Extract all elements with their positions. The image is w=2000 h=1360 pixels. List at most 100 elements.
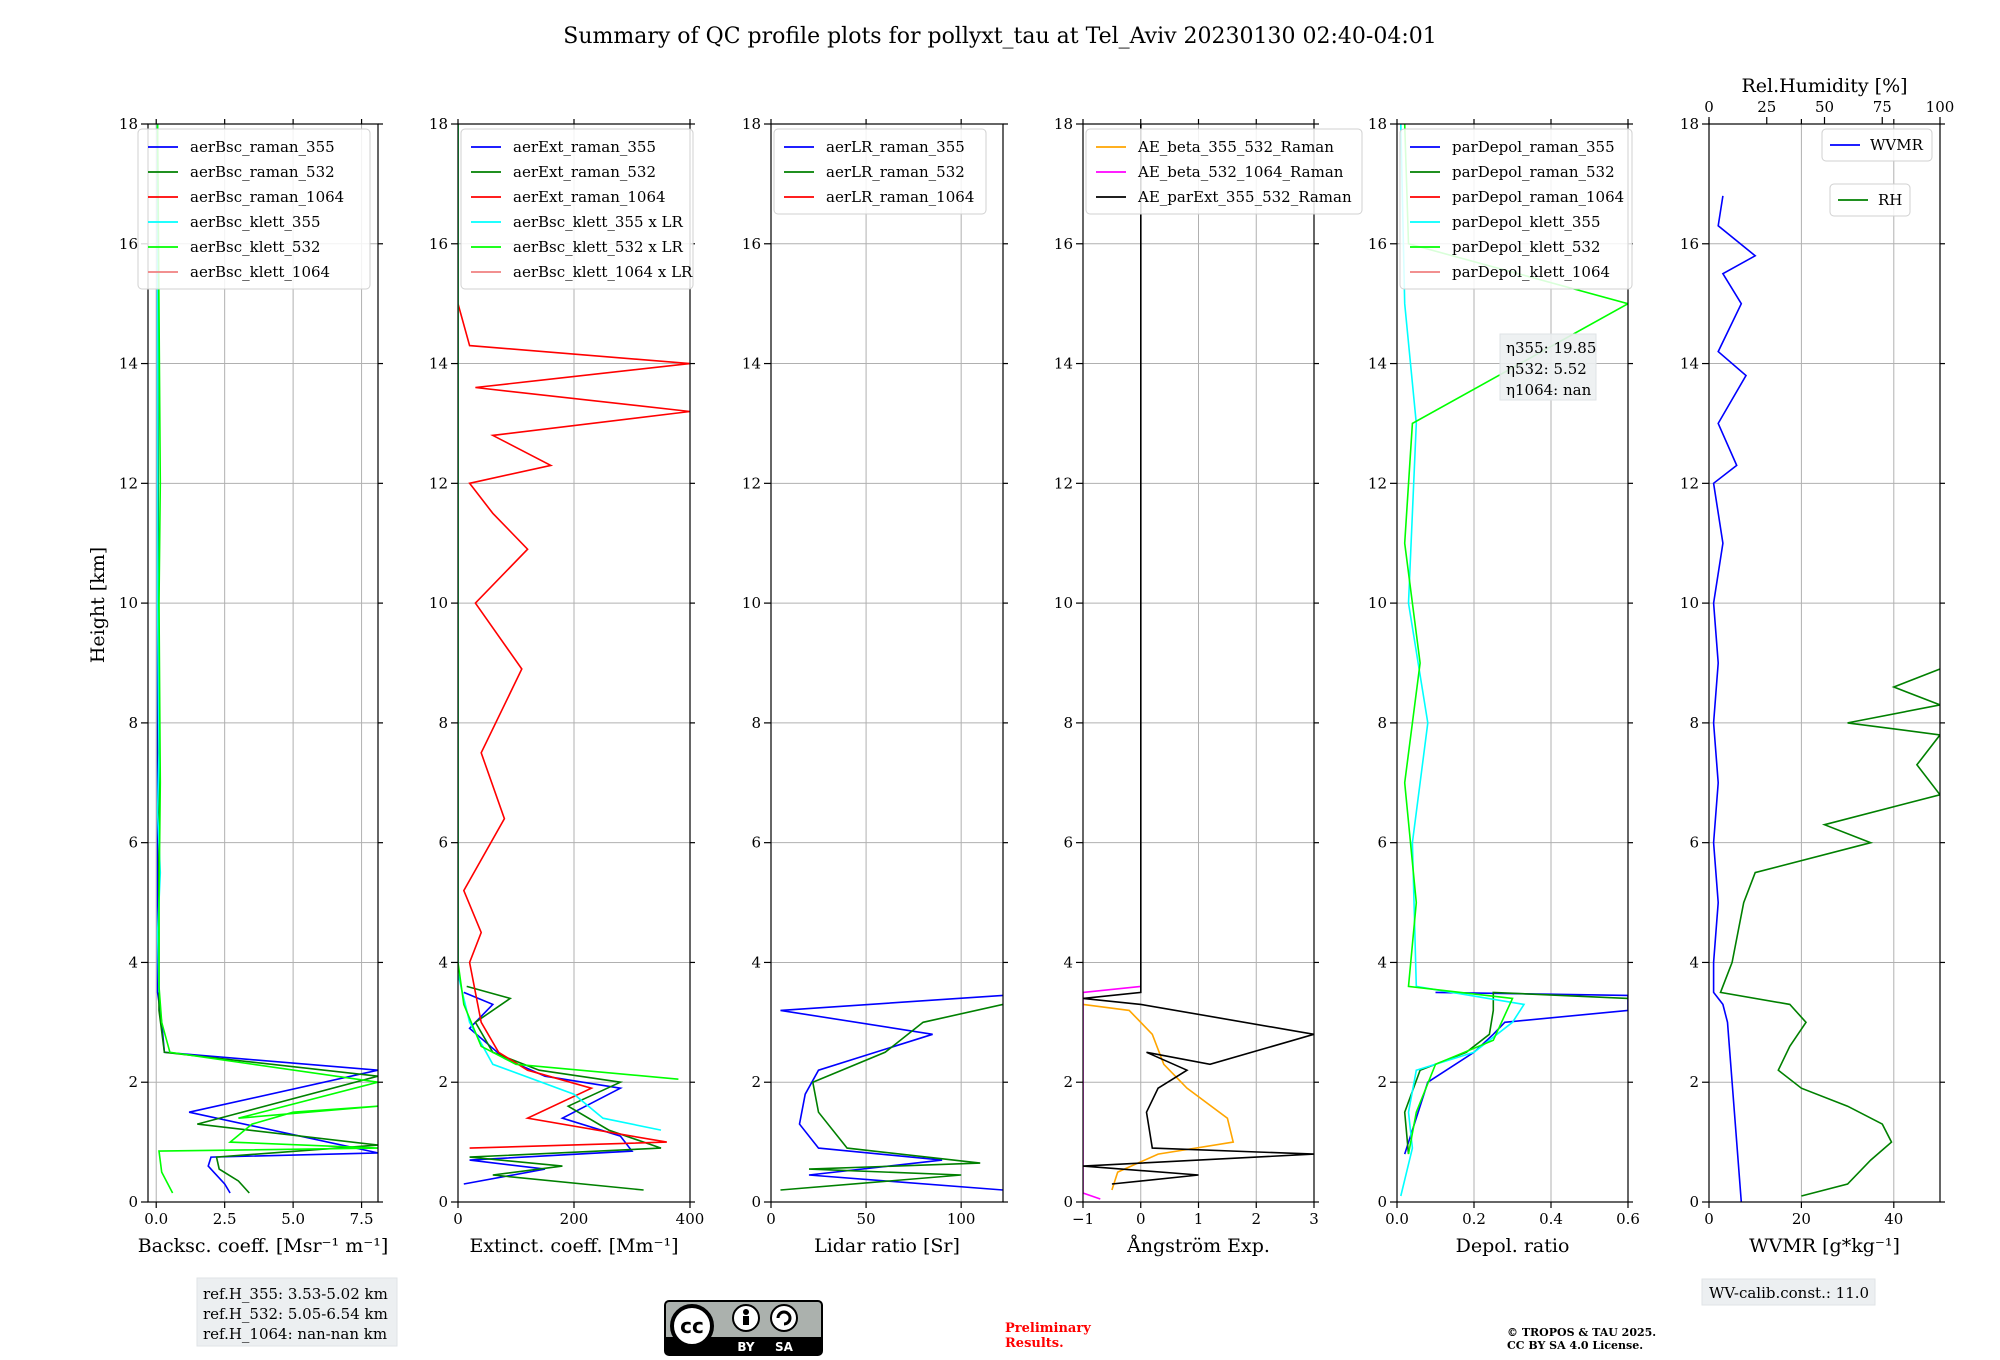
series-line-aerBsc_klett_355 x LR: [458, 124, 662, 1131]
y-tick-label-8: 16: [429, 235, 448, 253]
ref-height-532: ref.H_532: 5.05-6.54 km: [203, 1305, 388, 1323]
axes-frame: [770, 123, 1004, 1203]
cc-by-text: BY: [737, 1340, 754, 1354]
x-tick-label-1: 0: [1136, 1210, 1146, 1228]
y-tick-label-9: 18: [1054, 115, 1073, 133]
top-axis-label: Rel.Humidity [%]: [1741, 75, 1907, 97]
series-line-parDepol_klett_532: [1403, 124, 1628, 1155]
y-tick-label-6: 12: [1054, 474, 1073, 492]
series-line-aerBsc_klett_355: [156, 124, 162, 993]
y-tick-label-9: 18: [1368, 115, 1387, 133]
legend: aerExt_raman_355 aerExt_raman_532 aerExt_r…: [460, 128, 694, 290]
legend-label-aerLR_raman_532: aerLR_raman_532: [826, 163, 965, 181]
legend-box: [1399, 128, 1633, 290]
legend: aerLR_raman_355 aerLR_raman_532 aerLR_rama…: [773, 128, 987, 215]
legend-label-parDepol_raman_1064: parDepol_raman_1064: [1452, 188, 1624, 206]
panel-lr: 0 50 100 0 2 4 6 8 10 12 14 16 18 Lidar ratio [Sr] aer…: [742, 115, 1008, 1257]
panel-ext: 0 200 400 0 2 4 6 8 10 12 14 16 18 Extinct. coeff. [M…: [429, 115, 704, 1257]
top-tick-label-3: 75: [1873, 98, 1892, 116]
series-group: [1083, 124, 1314, 1200]
y-tick-label-8: 16: [119, 235, 138, 253]
y-tick-label-0: 0: [438, 1193, 448, 1211]
x-tick-label-3: 7.5: [350, 1210, 374, 1228]
x-tick-label-1: 0.2: [1462, 1210, 1486, 1228]
x-tick-label-2: 5.0: [281, 1210, 305, 1228]
legend-label-aerBsc_klett_1064 x LR: aerBsc_klett_1064 x LR: [513, 263, 693, 281]
y-tick-label-7: 14: [429, 355, 448, 373]
series-line-parDepol_raman_355: [1403, 991, 1628, 1155]
y-tick-label-1: 2: [1063, 1073, 1073, 1091]
y-tick-label-2: 4: [1689, 953, 1699, 971]
legend-label-aerBsc_raman_355: aerBsc_raman_355: [190, 138, 335, 156]
series-line-aerExt_raman_532: [466, 985, 662, 1191]
legend-label-aerExt_raman_1064: aerExt_raman_1064: [513, 188, 666, 206]
x-axis-label: Extinct. coeff. [Mm⁻¹]: [469, 1235, 678, 1257]
y-tick-label-4: 8: [1377, 714, 1387, 732]
series-group: [156, 124, 378, 1194]
legend-label-parDepol_raman_532: parDepol_raman_532: [1452, 163, 1615, 181]
y-tick-label-9: 18: [119, 115, 138, 133]
y-tick-label-6: 12: [1368, 474, 1387, 492]
legend-box: [1085, 128, 1363, 215]
legend-label-parDepol_klett_355: parDepol_klett_355: [1452, 213, 1601, 231]
y-tick-label-6: 12: [119, 474, 138, 492]
y-tick-label-5: 10: [742, 594, 761, 612]
y-tick-label-1: 2: [1689, 1073, 1699, 1091]
x-tick-label-2: 100: [947, 1210, 976, 1228]
top-tick-label-1: 25: [1757, 98, 1776, 116]
series-line-aerLR_raman_355: [780, 994, 1003, 1191]
x-tick-label-0: 0.0: [1385, 1210, 1409, 1228]
copyright-line-2: CC BY SA 4.0 License.: [1507, 1339, 1643, 1352]
legend-label-aerBsc_raman_532: aerBsc_raman_532: [190, 163, 335, 181]
series-group: [780, 994, 1003, 1191]
x-tick-label-2: 400: [676, 1210, 705, 1228]
top-tick-label-4: 100: [1926, 98, 1955, 116]
y-tick-label-6: 12: [429, 474, 448, 492]
legend: aerBsc_raman_355 aerBsc_raman_532 aerBsc_r…: [137, 128, 371, 290]
legend-label-parDepol_klett_1064: parDepol_klett_1064: [1452, 263, 1610, 281]
y-tick-label-4: 8: [438, 714, 448, 732]
y-tick-label-7: 14: [1680, 355, 1699, 373]
legend-box-RH: [1829, 183, 1911, 217]
legend: AE_beta_355_532_Raman AE_beta_532_1064_Ra…: [1085, 128, 1363, 215]
y-tick-label-2: 4: [438, 953, 448, 971]
x-tick-label-0: 0.0: [144, 1210, 168, 1228]
legend-label-aerLR_raman_355: aerLR_raman_355: [826, 138, 965, 156]
x-tick-label-2: 1: [1194, 1210, 1204, 1228]
y-tick-label-4: 8: [128, 714, 138, 732]
legend-label-aerLR_raman_1064: aerLR_raman_1064: [826, 188, 974, 206]
x-tick-label-0: −1: [1072, 1210, 1094, 1228]
reference-height-box: ref.H_355: 3.53-5.02 km ref.H_532: 5.05-…: [196, 1277, 398, 1347]
y-tick-label-8: 16: [1054, 235, 1073, 253]
series-line-aerLR_raman_532: [780, 1003, 1003, 1191]
y-tick-label-5: 10: [429, 594, 448, 612]
ref-height-1064: ref.H_1064: nan-nan km: [203, 1325, 387, 1343]
y-tick-label-0: 0: [1377, 1193, 1387, 1211]
panel-bsc: 0.0 2.5 5.0 7.5 0 2 4 6 8 10 12 14 16 18 Backsc. coeff…: [119, 115, 388, 1257]
x-tick-label-0: 0: [766, 1210, 776, 1228]
x-axis-label: Lidar ratio [Sr]: [814, 1235, 960, 1257]
series-group: [458, 124, 690, 1191]
legend-box: [773, 128, 987, 215]
legend-label-RH: RH: [1878, 191, 1902, 209]
y-tick-label-2: 4: [1063, 953, 1073, 971]
legend-label-AE_parExt_355_532_Raman: AE_parExt_355_532_Raman: [1137, 188, 1352, 206]
y-tick-label-4: 8: [751, 714, 761, 732]
wv-calib-text: WV-calib.const.: 11.0: [1709, 1284, 1869, 1302]
series-line-aerBsc_klett_532: [156, 124, 378, 1194]
y-tick-label-8: 16: [1368, 235, 1387, 253]
x-tick-label-2: 0.4: [1539, 1210, 1563, 1228]
legend-label-parDepol_klett_532: parDepol_klett_532: [1452, 238, 1601, 256]
axes-frame: [1396, 123, 1629, 1203]
preliminary-line-1: Preliminary: [1005, 1321, 1091, 1336]
y-axis-label: Height [km]: [87, 547, 109, 663]
series-line-aerExt_raman_1064: [458, 303, 690, 1149]
x-tick-label-2: 40: [1884, 1210, 1903, 1228]
x-axis-label: Ångström Exp.: [1126, 1235, 1270, 1257]
legend: parDepol_raman_355 parDepol_raman_532 parD…: [1399, 128, 1633, 290]
y-tick-label-7: 14: [1054, 355, 1073, 373]
series-line-RH: [1719, 668, 1940, 1197]
series-line-aerBsc_raman_532: [156, 124, 378, 1194]
